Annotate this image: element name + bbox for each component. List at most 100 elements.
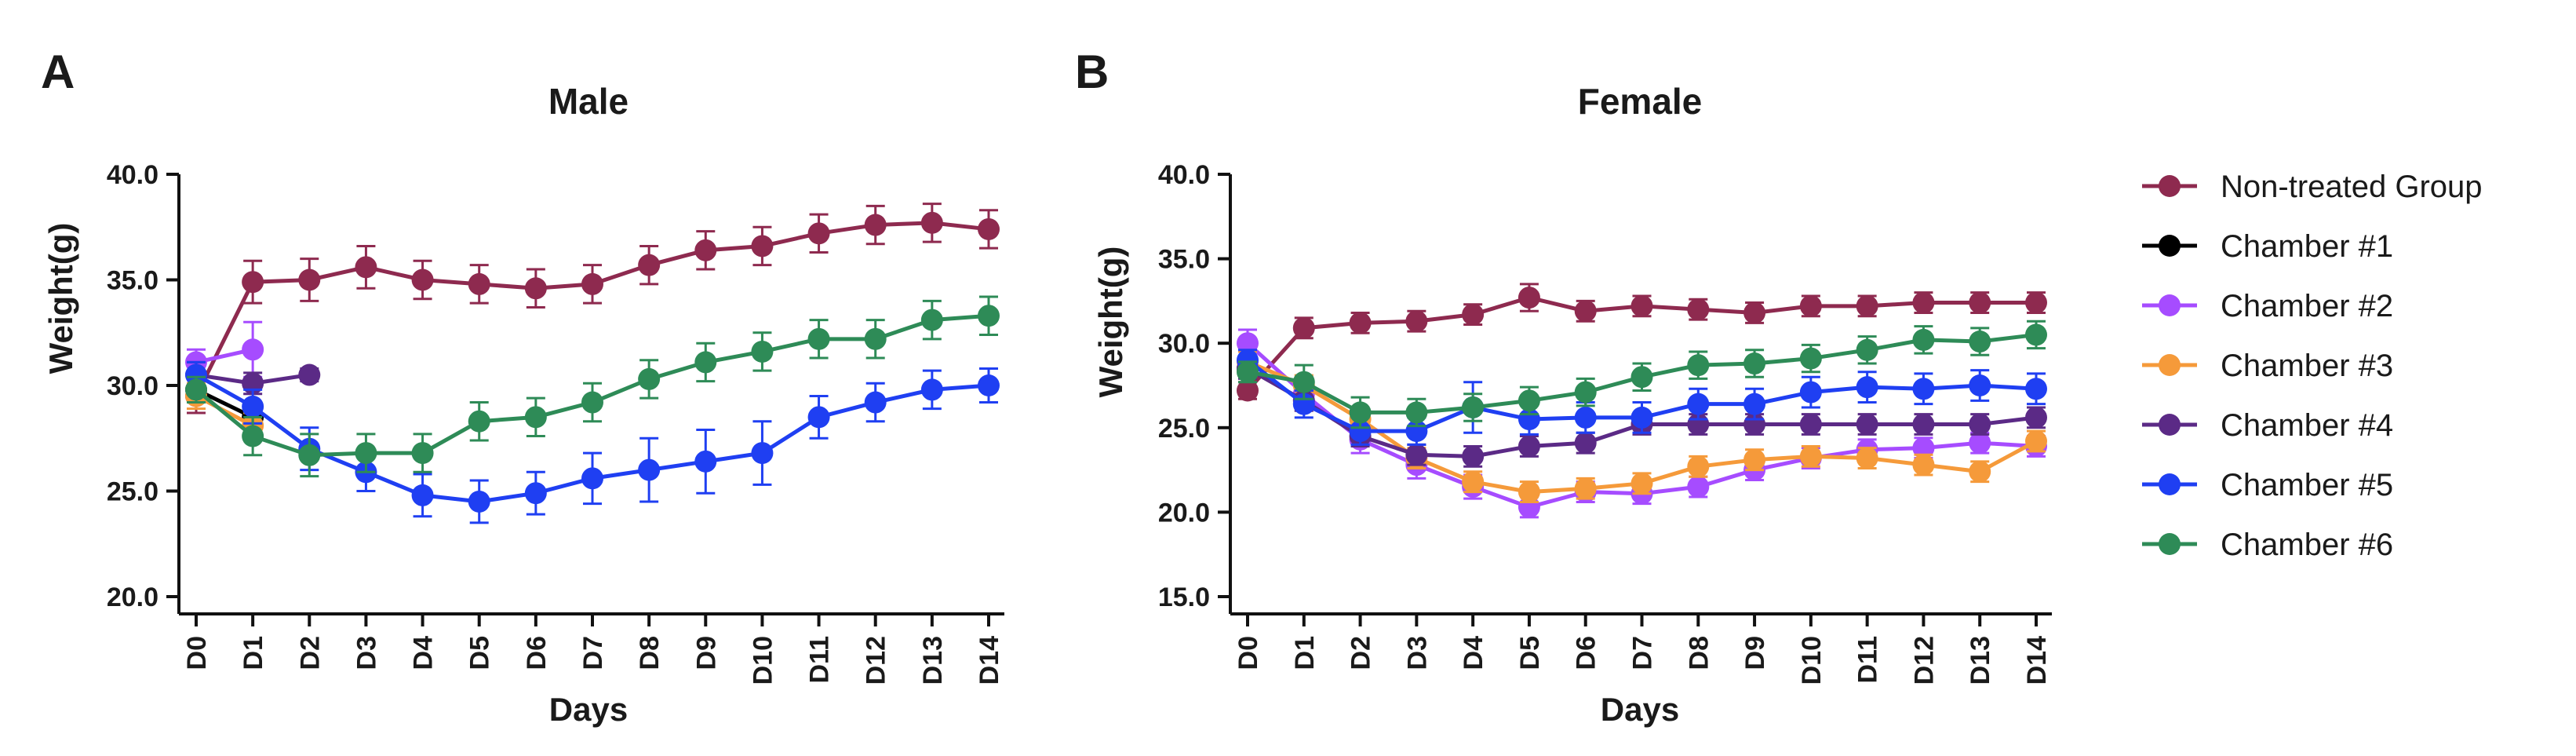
female-point-chamber-6 [1630,366,1653,389]
female-point-non-treated-group [1349,312,1372,334]
legend-item-chamber-6: Chamber #6 [2142,528,2393,562]
male-point-non-treated-group [864,214,887,236]
female-series-non-treated-group [1237,283,2047,402]
female-x-tick-label: D14 [2022,636,2052,685]
female-point-non-treated-group [1518,287,1540,309]
female-point-chamber-6 [1518,389,1540,412]
female-point-chamber-3 [1574,477,1597,500]
male-point-chamber-5 [807,406,830,429]
female-point-chamber-6 [1237,360,1259,383]
male-point-chamber-5 [524,482,547,505]
male-x-tick-label: D9 [691,636,721,670]
legend-item-chamber-2: Chamber #2 [2142,289,2393,323]
legend-label: Chamber #3 [2221,349,2393,383]
male-point-chamber-5 [468,490,490,513]
legend-marker [2159,533,2181,555]
male-y-tick-label: 20.0 [107,583,158,612]
male-point-chamber-4 [298,363,321,386]
legend-item-chamber-3: Chamber #3 [2142,349,2393,383]
legend-label: Chamber #6 [2221,528,2393,562]
female-point-non-treated-group [1969,291,1991,314]
female-point-chamber-5 [1687,393,1710,415]
female-point-chamber-5 [1574,406,1597,429]
female-x-tick-label: D10 [1797,636,1827,685]
legend: Non-treated Group Chamber #1 Chamber #2 Cha… [2142,170,2483,562]
female-y-axis-label: Weight(g) [1092,247,1129,398]
panel-letter-a: A [41,46,75,98]
male-point-chamber-6 [242,425,264,447]
female-point-chamber-5 [1969,374,1991,396]
legend-marker [2159,354,2181,376]
female-y-tick-label: 40.0 [1158,160,1210,190]
legend-marker [2159,473,2181,495]
male-point-non-treated-group [751,235,774,257]
female-x-tick-label: D9 [1740,636,1770,670]
female-point-non-treated-group [1405,310,1428,333]
female-point-chamber-3 [1687,455,1710,478]
female-y-tick-label: 25.0 [1158,414,1210,444]
male-point-non-treated-group [920,211,943,234]
female-x-tick-label: D0 [1233,636,1263,670]
female-point-chamber-3 [1912,454,1935,477]
female-point-chamber-4 [1462,445,1485,468]
female-point-non-treated-group [1630,294,1653,317]
male-x-tick-label: D8 [635,636,665,670]
legend-label: Chamber #2 [2221,289,2393,323]
legend-label: Non-treated Group [2221,170,2483,204]
male-point-non-treated-group [298,268,321,291]
male-point-chamber-6 [468,410,490,433]
female-point-non-treated-group [1292,316,1315,339]
female-point-chamber-3 [1856,447,1878,469]
female-point-chamber-4 [1574,432,1597,455]
male-point-chamber-5 [411,484,434,506]
male-point-chamber-5 [638,458,661,481]
male-x-tick-label: D14 [975,636,1004,685]
female-point-chamber-3 [1630,472,1653,495]
male-y-tick-label: 25.0 [107,477,158,507]
male-point-chamber-6 [807,327,830,350]
male-y-tick-label: 35.0 [107,266,158,296]
female-x-tick-label: D5 [1515,636,1545,670]
female-point-chamber-3 [2025,430,2047,453]
male-point-chamber-6 [920,309,943,331]
male-chart: Male Days Weight(g) 20.0 25.0 30.0 35.0 40.0… [42,81,1004,728]
female-point-chamber-4 [1799,413,1822,436]
female-point-chamber-4 [1969,413,1991,436]
male-series-chamber-5 [185,360,1000,524]
female-series-chamber-6 [1237,320,2047,429]
male-x-tick-label: D0 [182,636,212,670]
female-chart-title: Female [1578,81,1703,122]
female-point-non-treated-group [1687,298,1710,321]
female-point-chamber-5 [1349,420,1372,443]
panel-letter-b: B [1075,46,1109,98]
female-point-non-treated-group [1912,291,1935,314]
male-x-tick-label: D13 [918,636,948,685]
female-point-chamber-2 [1912,436,1935,459]
female-point-chamber-5 [1856,376,1878,399]
legend-label: Chamber #5 [2221,468,2393,502]
male-point-chamber-5 [864,391,887,414]
female-point-chamber-3 [1743,448,1766,471]
male-point-non-treated-group [694,239,717,261]
female-x-tick-label: D7 [1628,636,1658,670]
male-x-tick-label: D1 [239,636,268,670]
female-point-chamber-5 [1912,378,1935,400]
female-point-chamber-5 [1743,393,1766,415]
female-point-chamber-4 [1912,413,1935,436]
female-point-chamber-2 [1687,476,1710,499]
legend-label: Chamber #4 [2221,408,2393,443]
male-y-tick-label: 40.0 [107,160,158,190]
male-point-non-treated-group [524,277,547,300]
male-point-non-treated-group [581,272,603,295]
female-x-tick-label: D6 [1572,636,1601,670]
legend-item-chamber-5: Chamber #5 [2142,468,2393,502]
male-point-non-treated-group [242,271,264,294]
female-point-chamber-3 [1462,470,1485,493]
female-y-tick-label: 30.0 [1158,329,1210,359]
legend-item-non-treated-group: Non-treated Group [2142,170,2483,204]
male-point-chamber-6 [864,327,887,350]
male-point-chamber-5 [920,378,943,401]
female-chart: Female Days Weight(g) 15.0 20.0 25.0 30.0 35… [1092,81,2052,728]
female-x-tick-label: D1 [1290,636,1320,670]
